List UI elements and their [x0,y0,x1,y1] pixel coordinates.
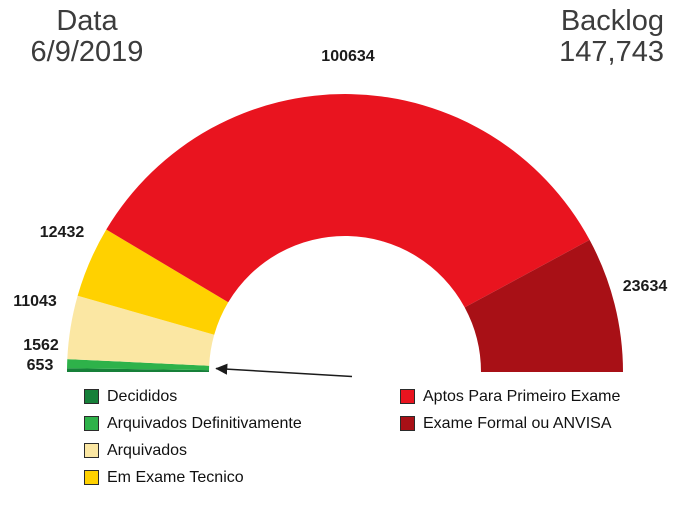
segment-em-exame-tecnico [77,229,229,335]
segment-aptos-para-primeiro-exame [106,94,590,308]
value-label-arquivados-definitivamente: 1562 [23,337,59,354]
value-label-em-exame-tecnico: 12432 [40,224,85,241]
backlog-label: Backlog [560,5,664,37]
date-block: Data 6/9/2019 [16,6,158,68]
legend-item-em-exame-tecnico: Em Exame Tecnico [84,464,302,491]
value-labels-group: 653 1562 11043 12432 100634 23634 [13,48,667,374]
value-label-decididos: 653 [27,357,54,374]
legend-swatch-exame-formal-ou-anvisa [400,416,415,431]
segment-exame-formal-ou-anvisa [464,239,623,372]
legend-label-em-exame-tecnico: Em Exame Tecnico [107,468,244,486]
value-label-arquivados: 11043 [13,293,57,310]
legend-right-column: Aptos Para Primeiro Exame Exame Formal ou… [400,383,620,437]
legend-item-exame-formal-ou-anvisa: Exame Formal ou ANVISA [400,410,620,437]
legend-item-decididos: Decididos [84,383,302,410]
legend-label-arquivados-definitivamente: Arquivados Definitivamente [107,414,302,432]
legend-label-aptos-para-primeiro-exame: Aptos Para Primeiro Exame [423,387,621,405]
annotation-arrow [215,363,353,378]
legend-label-arquivados: Arquivados [107,441,188,459]
legend-swatch-aptos-para-primeiro-exame [400,389,415,404]
date-label: Data [56,5,118,37]
legend-item-arquivados-definitivamente: Arquivados Definitivamente [84,410,302,437]
legend-label-decididos: Decididos [107,387,178,405]
date-value: 6/9/2019 [30,36,144,68]
segment-arquivados-definitivamente [67,359,210,371]
legend-swatch-arquivados-definitivamente [84,416,99,431]
value-label-exame-formal-ou-anvisa: 23634 [623,278,668,295]
legend-swatch-decididos [84,389,99,404]
backlog-value: 147,743 [559,36,664,68]
legend-label-exame-formal-ou-anvisa: Exame Formal ou ANVISA [423,414,612,432]
value-label-aptos-para-primeiro-exame: 100634 [321,48,374,65]
segment-arquivados [67,295,215,366]
legend-item-aptos-para-primeiro-exame: Aptos Para Primeiro Exame [400,383,620,410]
segments-group [67,94,623,372]
backlog-block: Backlog 147,743 [559,6,664,68]
segment-decididos [67,368,210,372]
legend-item-arquivados: Arquivados [84,437,302,464]
legend-left-column: Decididos Arquivados Definitivamente Arqui… [84,383,302,491]
legend-swatch-em-exame-tecnico [84,470,99,485]
legend-swatch-arquivados [84,443,99,458]
